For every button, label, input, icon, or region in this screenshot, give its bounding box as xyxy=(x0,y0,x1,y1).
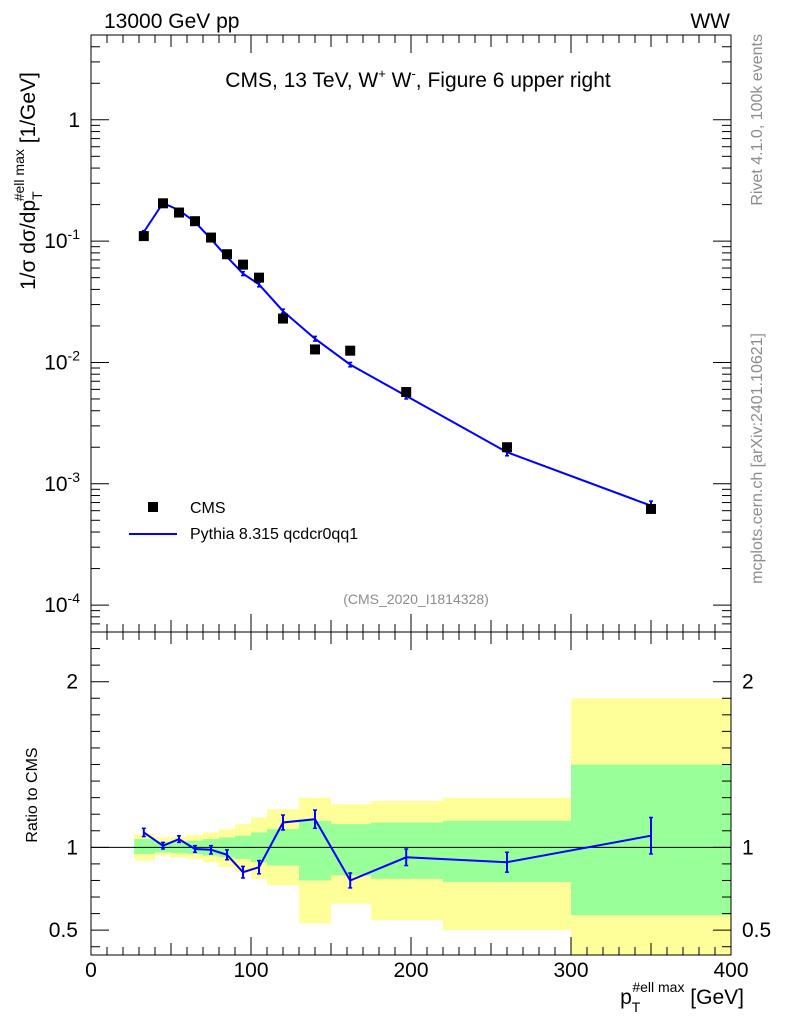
ratio-band-inner xyxy=(331,824,371,876)
xtick-label: 0 xyxy=(85,959,97,982)
ratio-ytick-label-right: 1 xyxy=(742,836,754,859)
ratio-band-inner xyxy=(134,839,155,854)
ratio-ytick-label-right: 2 xyxy=(742,671,754,694)
header-right: WW xyxy=(690,10,730,33)
main-ytick-label: 10-2 xyxy=(44,347,80,374)
ratio-band-inner xyxy=(299,820,331,881)
main-ticks: 10-4 10-3 10-2 10-1 1 xyxy=(44,34,731,633)
main-ylabel: 1/σ dσ/dpT#ell max [1/GeV] xyxy=(11,72,45,290)
data-point xyxy=(190,216,200,227)
data-point xyxy=(345,345,356,356)
ratio-line xyxy=(143,818,652,882)
legend-mc-label: Pythia 8.315 qcdcr0qq1 xyxy=(190,526,358,543)
xtick-label: 300 xyxy=(553,959,588,982)
ratio-band-layer xyxy=(134,698,731,955)
x-axis-label: pT#ell max [GeV] xyxy=(620,979,744,1015)
data-point xyxy=(174,207,184,218)
rivet-label: Rivet 4.1.0, 100k events xyxy=(749,34,766,206)
x-ticks: 0 100 200 300 400 xyxy=(85,35,749,982)
data-point xyxy=(646,503,656,514)
data-point xyxy=(158,198,168,209)
main-panel: 10-4 10-3 10-2 10-1 1 CMS, 13 TeV, W+ W-, Fi… xyxy=(11,34,732,633)
legend-data-label: CMS xyxy=(190,500,226,517)
ratio-ticks: 0.5 0.5 1 1 2 2 xyxy=(49,648,771,948)
data-point xyxy=(278,313,288,324)
main-ytick-label: 1 xyxy=(68,109,80,132)
ratio-ytick-label-left: 0.5 xyxy=(49,919,78,942)
data-point xyxy=(138,231,149,242)
main-plot-layer xyxy=(138,198,656,514)
ratio-ylabel: Ratio to CMS xyxy=(24,747,41,842)
xtick-label: 400 xyxy=(713,959,748,982)
main-ytick-label: 10-3 xyxy=(44,469,80,496)
data-point xyxy=(502,442,512,453)
mcplots-label: mcplots.cern.ch [arXiv:2401.10621] xyxy=(749,333,766,584)
ratio-ytick-label-left: 2 xyxy=(66,671,78,694)
data-point xyxy=(401,387,412,398)
legend: CMS Pythia 8.315 qcdcr0qq1 xyxy=(129,500,358,543)
main-ytick-label: 10-1 xyxy=(44,226,80,253)
ratio-plot-layer xyxy=(141,809,653,889)
data-point xyxy=(222,249,232,260)
data-point xyxy=(206,232,216,243)
data-point xyxy=(254,272,264,283)
ratio-panel: 0.5 0.5 1 1 2 2 Ratio to CMS xyxy=(24,631,771,956)
main-ytick-label: 10-4 xyxy=(44,590,80,617)
analysis-id: (CMS_2020_I1814328) xyxy=(343,591,489,607)
ratio-ytick-label-left: 1 xyxy=(66,836,78,859)
data-point xyxy=(310,344,320,355)
ratio-ytick-label-right: 0.5 xyxy=(742,919,771,942)
main-title: CMS, 13 TeV, W+ W-, Figure 6 upper right xyxy=(225,66,611,92)
data-point xyxy=(238,259,248,270)
header-left: 13000 GeV pp xyxy=(104,10,239,33)
legend-data-marker xyxy=(148,502,158,512)
xtick-label: 100 xyxy=(233,959,268,982)
main-frame xyxy=(90,34,732,633)
xtick-label: 200 xyxy=(393,959,428,982)
mc-line xyxy=(142,201,652,507)
